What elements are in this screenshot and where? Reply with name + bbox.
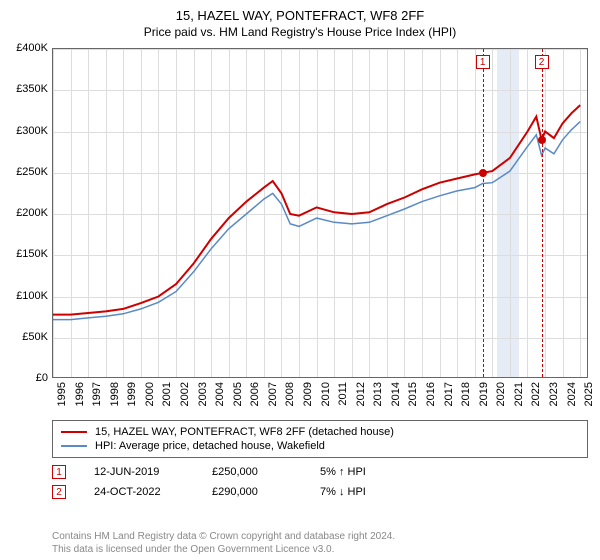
x-axis-label: 2014 [390, 382, 402, 406]
plot-region: 12 [52, 48, 588, 378]
line-svg [53, 49, 589, 379]
x-axis-label: 2007 [267, 382, 279, 406]
record-pct: 7% ↓ HPI [320, 486, 410, 498]
x-axis-label: 2021 [513, 382, 525, 406]
sale-records: 1 12-JUN-2019 £250,000 5% ↑ HPI 2 24-OCT-2022… [52, 462, 588, 502]
record-price: £250,000 [212, 466, 292, 478]
y-axis-label: £200K [0, 207, 48, 219]
record-marker: 2 [52, 485, 66, 499]
y-axis-label: £100K [0, 290, 48, 302]
series-price_paid [53, 105, 580, 315]
chart-area: 12 [52, 48, 588, 378]
x-axis-label: 1997 [91, 382, 103, 406]
x-axis-label: 2000 [144, 382, 156, 406]
x-axis-label: 2023 [548, 382, 560, 406]
legend-row: 15, HAZEL WAY, PONTEFRACT, WF8 2FF (deta… [61, 425, 579, 439]
x-axis-label: 2022 [530, 382, 542, 406]
record-marker: 1 [52, 465, 66, 479]
record-pct: 5% ↑ HPI [320, 466, 410, 478]
x-axis-label: 2001 [161, 382, 173, 406]
x-axis-label: 1998 [109, 382, 121, 406]
y-axis-label: £0 [0, 372, 48, 384]
marker-line-2 [542, 49, 543, 377]
y-axis-label: £150K [0, 248, 48, 260]
marker-dot-2 [538, 136, 546, 144]
legend-label: HPI: Average price, detached house, Wake… [95, 440, 325, 452]
x-axis-label: 2019 [478, 382, 490, 406]
x-axis-label: 2011 [337, 382, 349, 406]
marker-box-2: 2 [535, 55, 549, 69]
record-date: 12-JUN-2019 [94, 466, 184, 478]
x-axis-label: 2005 [232, 382, 244, 406]
legend-swatch [61, 431, 87, 433]
legend-swatch [61, 445, 87, 447]
x-axis-label: 2024 [566, 382, 578, 406]
x-axis-label: 2002 [179, 382, 191, 406]
legend: 15, HAZEL WAY, PONTEFRACT, WF8 2FF (deta… [52, 420, 588, 458]
y-axis-label: £350K [0, 83, 48, 95]
x-axis-label: 2009 [302, 382, 314, 406]
footer-line1: Contains HM Land Registry data © Crown c… [52, 530, 588, 543]
y-axis-label: £300K [0, 125, 48, 137]
x-axis-label: 2015 [407, 382, 419, 406]
x-axis-label: 2018 [460, 382, 472, 406]
x-axis-label: 2020 [495, 382, 507, 406]
chart-title: 15, HAZEL WAY, PONTEFRACT, WF8 2FF [0, 0, 600, 23]
chart-subtitle: Price paid vs. HM Land Registry's House … [0, 23, 600, 47]
series-hpi [53, 122, 580, 320]
x-axis-label: 2003 [197, 382, 209, 406]
x-axis-label: 2008 [284, 382, 296, 406]
record-date: 24-OCT-2022 [94, 486, 184, 498]
x-axis-label: 1996 [74, 382, 86, 406]
marker-line-1 [483, 49, 484, 377]
x-axis-label: 2004 [214, 382, 226, 406]
footer-attribution: Contains HM Land Registry data © Crown c… [52, 530, 588, 556]
x-axis-label: 2006 [249, 382, 261, 406]
legend-label: 15, HAZEL WAY, PONTEFRACT, WF8 2FF (deta… [95, 426, 394, 438]
legend-row: HPI: Average price, detached house, Wake… [61, 439, 579, 453]
marker-box-1: 1 [476, 55, 490, 69]
x-axis-label: 1995 [56, 382, 68, 406]
record-row: 1 12-JUN-2019 £250,000 5% ↑ HPI [52, 462, 588, 482]
x-axis-label: 2016 [425, 382, 437, 406]
x-axis-label: 2017 [443, 382, 455, 406]
y-axis-label: £400K [0, 42, 48, 54]
y-axis-label: £250K [0, 166, 48, 178]
chart-container: 15, HAZEL WAY, PONTEFRACT, WF8 2FF Price… [0, 0, 600, 560]
x-axis-label: 1999 [126, 382, 138, 406]
x-axis-label: 2010 [320, 382, 332, 406]
x-axis-label: 2012 [355, 382, 367, 406]
y-axis-label: £50K [0, 331, 48, 343]
footer-line2: This data is licensed under the Open Gov… [52, 543, 588, 556]
x-axis-label: 2013 [372, 382, 384, 406]
record-price: £290,000 [212, 486, 292, 498]
marker-dot-1 [479, 169, 487, 177]
x-axis-label: 2025 [583, 382, 595, 406]
record-row: 2 24-OCT-2022 £290,000 7% ↓ HPI [52, 482, 588, 502]
